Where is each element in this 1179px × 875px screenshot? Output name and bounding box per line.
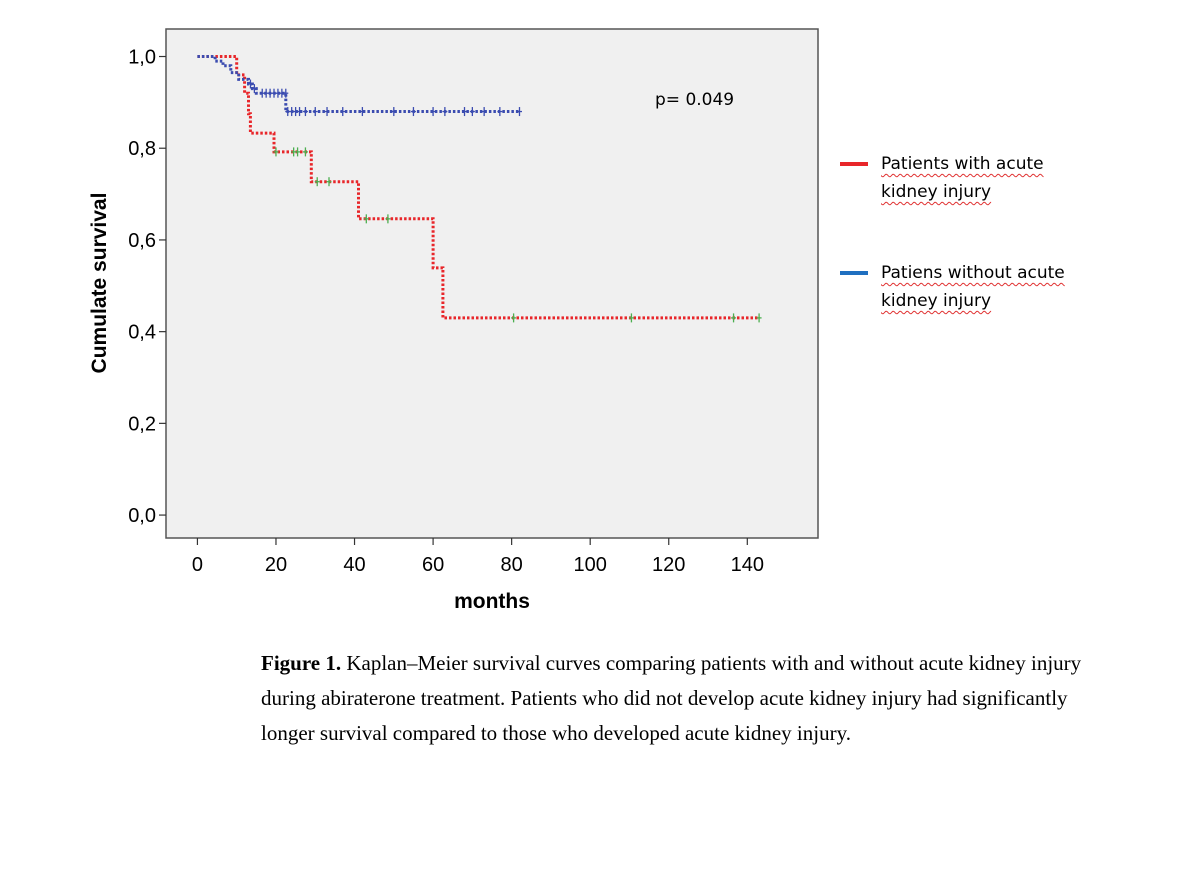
censor-mark [302,107,308,117]
caption-line-1: Figure 1. Kaplan–Meier survival curves c… [261,646,1179,681]
y-tick-label: 0,8 [128,138,156,160]
censor-mark [312,107,318,117]
censor-mark [283,88,289,98]
censor-mark [516,107,522,117]
censor-mark [628,313,634,323]
y-axis-title: Cumulate survival [88,193,111,374]
x-tick-label: 40 [343,554,365,576]
y-tick-label: 0,2 [128,413,156,435]
censor-mark [247,79,253,89]
legend-label-no-aki-line2: kidney injury [881,291,992,311]
censor-mark [385,214,391,224]
censor-mark [442,107,448,117]
censor-mark [273,147,279,157]
legend-label-aki-line1: Patients with acute [881,154,1044,174]
x-tick-label: 20 [265,554,287,576]
x-axis: 0 20 40 60 80 100 120 140 [192,538,764,576]
p-value-annotation: p= 0.049 [655,90,734,110]
y-tick-label: 1,0 [128,47,156,69]
censor-mark [469,107,475,117]
censor-mark [324,107,330,117]
caption-line-3: longer survival compared to those who de… [261,721,851,745]
censor-mark [410,107,416,117]
censor-mark [756,313,762,323]
x-tick-label: 0 [192,554,203,576]
censor-mark [511,313,517,323]
censor-mark [340,107,346,117]
censor-mark [430,107,436,117]
km-survival-chart: 0 20 40 60 80 100 120 140 0,0 0,2 0,4 0,6 0,8 1,0 p=… [88,28,819,613]
censor-mark [391,107,397,117]
legend-label-no-aki-line1: Patiens without acute [881,263,1065,283]
x-axis-title: months [454,590,530,613]
y-tick-label: 0,4 [128,322,156,344]
survival-curve-0 [197,55,760,320]
caption-line-1-text: Kaplan–Meier survival curves comparing p… [341,651,1082,675]
legend-label-aki-line2: kidney injury [881,182,992,202]
censor-mark [363,214,369,224]
x-tick-label: 140 [731,554,764,576]
x-tick-label: 60 [422,554,444,576]
legend-label-no-aki: Patiens without acute kidney injury [881,259,1121,315]
censor-mark [481,107,487,117]
x-tick-label: 100 [574,554,607,576]
censor-mark [731,313,737,323]
censor-mark [497,107,503,117]
caption-line-2: during abiraterone treatment. Patients w… [261,686,1068,710]
figure-caption: Figure 1. Kaplan–Meier survival curves c… [261,646,1179,751]
y-tick-label: 0,6 [128,230,156,252]
censor-mark [326,177,332,187]
legend-swatch-aki [840,162,868,166]
censor-mark [359,107,365,117]
legend-label-aki: Patients with acute kidney injury [881,150,1121,206]
caption-figure-label: Figure 1. [261,651,342,675]
y-axis: 0,0 0,2 0,4 0,6 0,8 1,0 [128,47,166,527]
y-tick-label: 0,0 [128,505,156,527]
legend-swatch-no-aki [840,271,868,275]
censor-marks [247,79,762,323]
censor-mark [251,84,257,94]
plot-area [165,28,819,539]
x-tick-label: 80 [501,554,523,576]
censor-mark [314,177,320,187]
censor-mark [302,147,308,157]
x-tick-label: 120 [652,554,685,576]
censor-mark [462,107,468,117]
censor-mark [297,107,303,117]
censor-mark [295,147,301,157]
